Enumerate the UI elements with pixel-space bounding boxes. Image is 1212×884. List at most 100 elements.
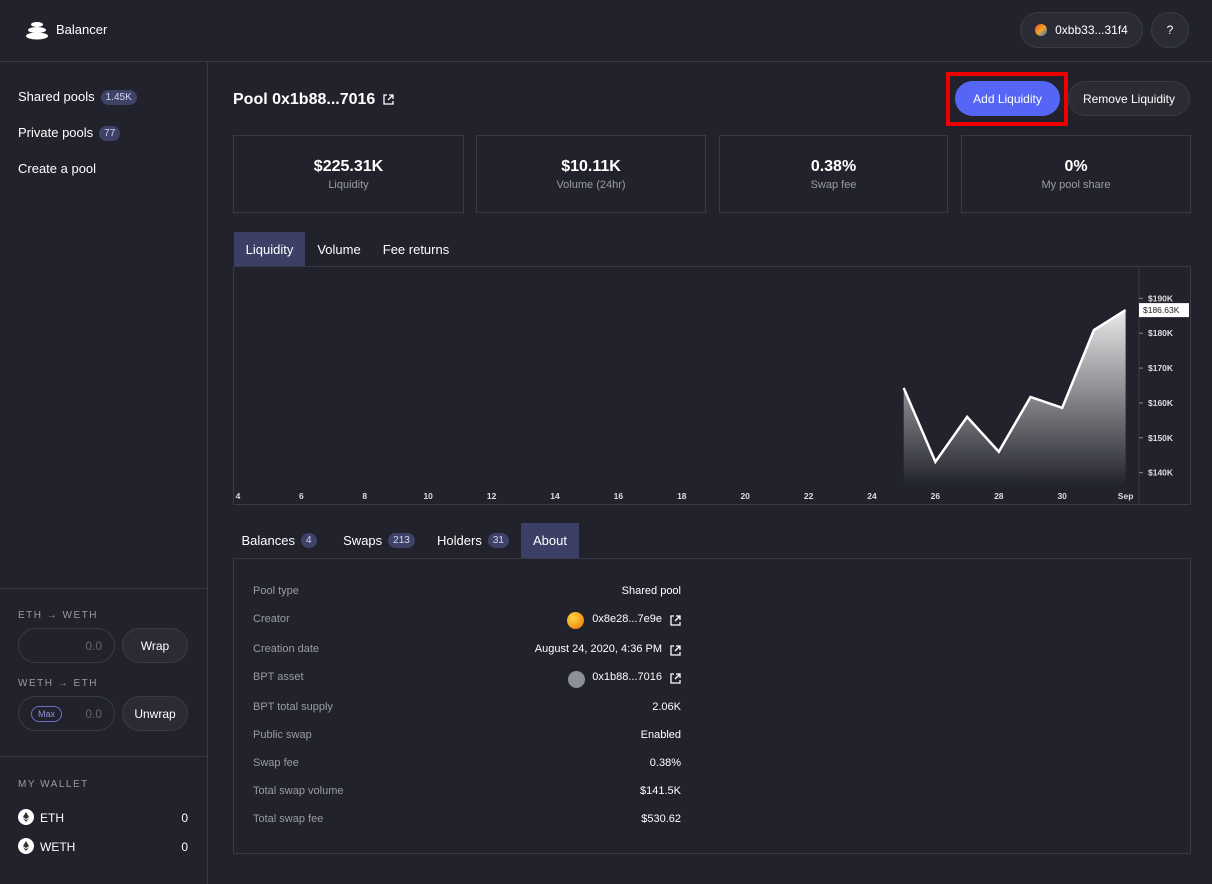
wrap-button[interactable]: Wrap: [122, 628, 188, 663]
unwrap-button[interactable]: Unwrap: [122, 696, 188, 731]
stat-card: 0% My pool share: [961, 135, 1191, 213]
detail-tab[interactable]: About: [521, 523, 579, 558]
logo: [26, 22, 48, 40]
badge: 4: [300, 533, 317, 548]
row-label: Creation date: [253, 643, 320, 655]
stat-value: $10.11K: [561, 158, 621, 175]
detail-tab[interactable]: Balances 4: [234, 523, 324, 558]
row-value: 0x1b88...7016: [592, 671, 662, 683]
highlight: [946, 72, 1068, 126]
eth-icon: [18, 838, 34, 854]
stat-label: My pool share: [1041, 179, 1111, 191]
section-title: ETH → WETH: [18, 610, 98, 621]
chart: $140K $150K $160K $170K $180K $190K 4 6 8 10 12 14 1…: [236, 267, 1189, 504]
area: [903, 310, 1126, 486]
x-tick-label: 16: [614, 491, 624, 501]
nav-label: Shared pools: [18, 89, 95, 104]
x-tick-label: 4: [236, 491, 241, 501]
line: [902, 309, 1127, 465]
brand[interactable]: Balancer: [56, 22, 108, 37]
x-tick-label: 12: [487, 491, 497, 501]
row-value: Enabled: [640, 729, 681, 741]
row-label: Creator: [253, 613, 290, 625]
help-button[interactable]: ?: [1151, 12, 1189, 48]
y-tick-label: $160K: [1148, 398, 1174, 408]
max-button[interactable]: Max: [31, 705, 63, 722]
external-link[interactable]: [670, 644, 681, 656]
add-liquidity-button[interactable]: Add Liquidity: [955, 81, 1060, 116]
chart-tab[interactable]: Fee returns: [382, 242, 450, 257]
row-label: Total swap volume: [253, 785, 344, 797]
row-value: $530.62: [641, 813, 681, 825]
x-tick-label: 6: [299, 491, 304, 501]
remove-liquidity-button[interactable]: Remove Liquidity: [1068, 81, 1190, 116]
amount-input[interactable]: Max 0.0: [18, 696, 115, 731]
stat-label: Liquidity: [328, 179, 369, 191]
avatar: [567, 612, 584, 629]
tab-label: Balances: [241, 533, 295, 548]
avatar: [1035, 24, 1048, 36]
nav-label: Private pools: [18, 125, 94, 140]
row-label: Public swap: [253, 729, 312, 741]
asset-balance: 0: [181, 840, 188, 854]
row-label: Total swap fee: [253, 813, 324, 825]
stat-value: $225.31K: [313, 158, 384, 175]
nav-item[interactable]: Shared pools 1.45K: [18, 89, 137, 105]
stat-card: $225.31K Liquidity: [233, 135, 464, 213]
x-tick-label: 30: [1057, 491, 1067, 501]
detail-tab[interactable]: Swaps 213: [334, 523, 424, 558]
chart-tab[interactable]: Liquidity: [234, 232, 305, 267]
divider: [0, 588, 207, 589]
row-label: Swap fee: [253, 757, 299, 769]
stat-card: $10.11K Volume (24hr): [476, 135, 706, 213]
pool-title: Pool 0x1b88...7016: [233, 91, 376, 108]
nav-item[interactable]: Create a pool: [18, 161, 97, 176]
stat-label: Volume (24hr): [556, 179, 626, 191]
divider: [0, 61, 1212, 62]
y-tick-label: $140K: [1148, 468, 1174, 478]
row-value: Shared pool: [621, 585, 681, 597]
y-tick-label: $150K: [1148, 433, 1174, 443]
value-label: $186.63K: [1143, 305, 1180, 315]
stat-card: 0.38% Swap fee: [719, 135, 948, 213]
tab-label: Swaps: [343, 533, 383, 548]
detail-tab[interactable]: Holders 31: [430, 523, 516, 558]
divider: [0, 756, 207, 757]
external-link[interactable]: [670, 672, 681, 684]
chart-frame: [233, 266, 1191, 505]
x-tick-label: 10: [423, 491, 433, 501]
account-button[interactable]: 0xbb33...31f4: [1020, 12, 1143, 48]
row-value: 0.38%: [649, 757, 681, 769]
y-tick-label: $180K: [1148, 328, 1174, 338]
nav-item[interactable]: Private pools 77: [18, 125, 121, 141]
x-tick-label: 22: [804, 491, 814, 501]
y-tick-label: $190K: [1148, 293, 1174, 303]
asset-symbol: ETH: [40, 811, 64, 825]
y-tick-label: $170K: [1148, 363, 1174, 373]
row-label: BPT asset: [253, 671, 304, 683]
about-card: [233, 558, 1191, 854]
section-title: MY WALLET: [18, 779, 89, 790]
x-tick-label: 8: [362, 491, 367, 501]
external-link[interactable]: [670, 614, 681, 626]
x-tick-label: 20: [740, 491, 750, 501]
x-tick-label: 18: [677, 491, 687, 501]
x-tick-label: 24: [867, 491, 877, 501]
avatar: [568, 671, 585, 688]
eth-icon: [18, 809, 34, 825]
x-tick-label: 14: [550, 491, 560, 501]
asset-balance: 0: [181, 811, 188, 825]
stat-value: 0.38%: [810, 158, 857, 175]
badge: 77: [99, 126, 121, 141]
value-marker: [1139, 303, 1189, 318]
row-value: 2.06K: [652, 701, 681, 713]
chart-tab[interactable]: Volume: [317, 242, 361, 257]
x-tick-label: 28: [994, 491, 1004, 501]
placeholder: 0.0: [85, 706, 102, 721]
external-link[interactable]: [383, 94, 394, 105]
asset-symbol: WETH: [40, 840, 76, 854]
amount-input[interactable]: 0.0: [18, 628, 115, 663]
stat-value: 0%: [1064, 158, 1088, 175]
tab-label: Holders: [437, 533, 482, 548]
